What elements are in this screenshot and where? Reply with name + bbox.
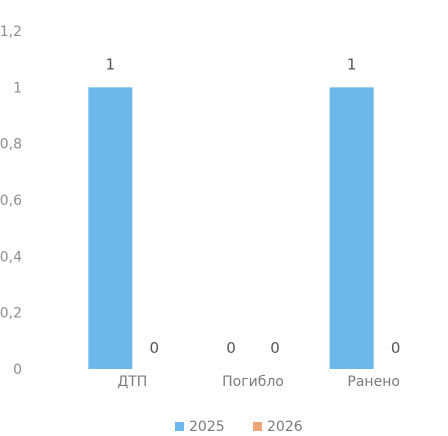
legend-swatch-2026 (253, 422, 262, 431)
legend-label: 2025 (189, 419, 225, 435)
bar-2025-1 (88, 87, 133, 369)
x-tick-label: Ранено (347, 374, 400, 390)
data-label: 1 (106, 55, 116, 73)
legend-label: 2026 (267, 419, 303, 435)
data-label: 0 (226, 339, 236, 357)
y-tick-label: 0,8 (0, 137, 22, 153)
data-label: 0 (150, 339, 160, 357)
y-tick-label: 0,6 (0, 193, 22, 209)
y-tick-label: 0,4 (0, 249, 22, 265)
legend-swatch-2025 (175, 422, 184, 431)
data-label: 1 (347, 55, 357, 73)
y-tick-label: 0,2 (0, 306, 22, 322)
bar-2025-3 (329, 87, 374, 369)
y-tick-label: 0 (13, 362, 22, 378)
x-tick-label: ДТП (117, 374, 147, 390)
y-tick-label: 1 (13, 80, 22, 96)
data-label: 0 (391, 339, 401, 357)
y-tick-label: 1,2 (0, 24, 22, 40)
data-label: 0 (270, 339, 280, 357)
x-tick-label: Погибло (222, 374, 284, 390)
